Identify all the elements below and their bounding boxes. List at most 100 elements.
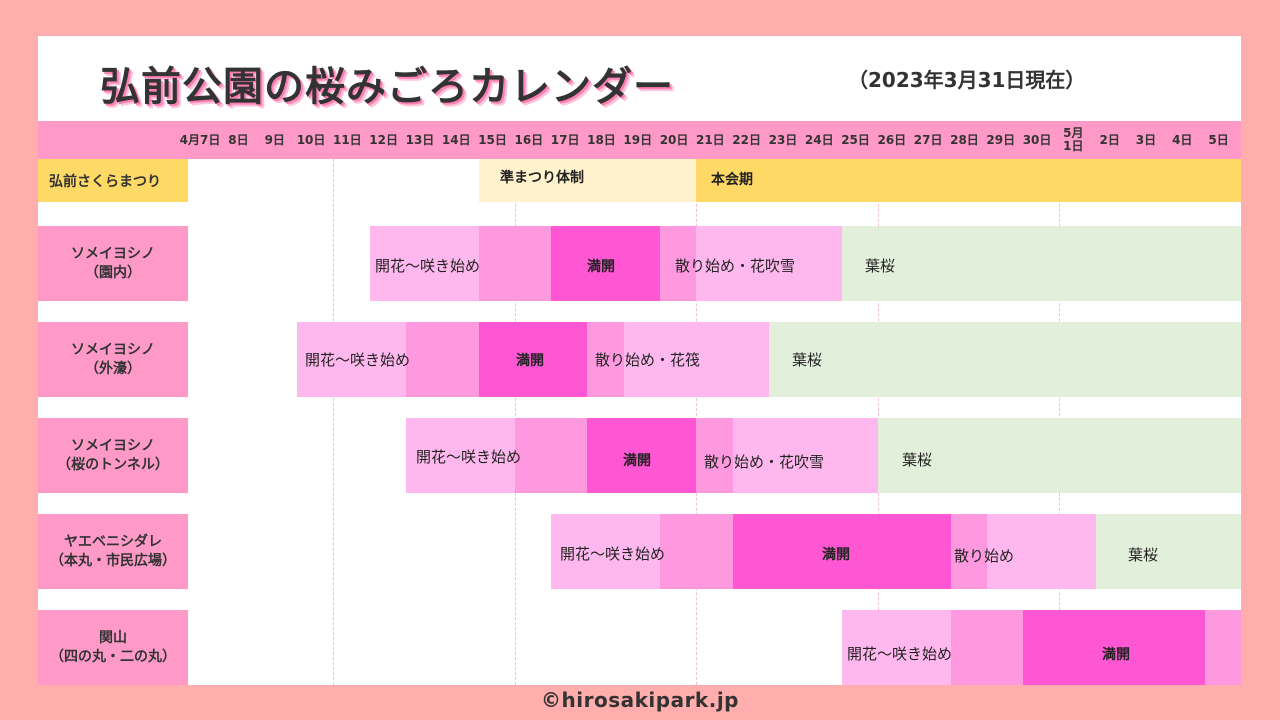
fall-label: 散り始め・花吹雪 <box>675 257 796 275</box>
date-label: 17日 <box>550 132 580 147</box>
row-label-line2: （外濠） <box>85 360 141 377</box>
row-label-line1: 関山 <box>99 629 127 646</box>
fall-start-bar <box>660 226 696 301</box>
date-label: 22日 <box>732 132 761 147</box>
row-label-line2: （園内） <box>85 264 141 281</box>
date-label: 8日 <box>228 132 249 147</box>
bloom-bar <box>551 514 660 589</box>
bloom-label: 開花～咲き始め <box>305 351 411 369</box>
row-label-line2: （本丸・市民広場） <box>50 552 176 569</box>
date-label: 12日 <box>369 132 398 147</box>
full-bloom-label: 満開 <box>587 259 615 275</box>
leaf-bar <box>842 226 1241 301</box>
bloom-bar <box>406 418 515 493</box>
date-label: 19日 <box>623 132 653 147</box>
fall-start-bar <box>951 514 987 589</box>
full-bloom-bar <box>733 514 951 589</box>
leaf-bar <box>878 418 1241 493</box>
leaf-bar <box>1096 514 1241 589</box>
festival-main-label: 本会期 <box>711 172 753 188</box>
leaf-bar <box>769 322 1241 397</box>
row-label-line2: （桜のトンネル） <box>57 456 169 473</box>
date-label: 9日 <box>264 132 285 147</box>
fall-start-bar <box>587 322 624 397</box>
festival-label: 弘前さくらまつり <box>38 159 188 202</box>
date-label: 10日 <box>296 132 326 147</box>
full-bloom-label: 満開 <box>822 547 850 563</box>
bloom-bar <box>370 226 479 301</box>
row-label-someiyoshino-moat: ソメイヨシノ （外濠） <box>38 322 188 397</box>
bloom-label: 開花～咲き始め <box>416 448 522 466</box>
date-label: 20日 <box>659 132 689 147</box>
date-label: 3日 <box>1135 132 1157 147</box>
date-label: 28日 <box>950 132 979 147</box>
bloom-label: 開花～咲き始め <box>560 545 666 563</box>
bloom-label: 開花～咲き始め <box>847 645 953 663</box>
row-label-line1: ソメイヨシノ <box>71 245 155 262</box>
leaf-label: 葉桜 <box>792 351 823 369</box>
fall-label: 散り始め <box>954 547 1015 565</box>
date-label: 29日 <box>986 132 1016 147</box>
fall-bar <box>987 514 1096 589</box>
full-bloom-bar <box>479 322 587 397</box>
date-label: 23日 <box>768 132 798 147</box>
bloom-bar <box>297 322 406 397</box>
date-label: 2日 <box>1099 132 1120 147</box>
date-label: 30日 <box>1022 132 1052 147</box>
date-label: 27日 <box>913 132 943 147</box>
date-label: 26日 <box>877 132 907 147</box>
fall-start-bar <box>1205 610 1241 685</box>
date-label: 21日 <box>695 132 725 147</box>
date-label: 4月7日 <box>179 132 221 147</box>
date-header-row <box>38 121 1241 159</box>
week-gridline <box>333 159 334 685</box>
row-label-someiyoshino-park: ソメイヨシノ （園内） <box>38 226 188 301</box>
row-label-line1: ソメイヨシノ <box>71 437 155 454</box>
bloom-bar <box>842 610 951 685</box>
leaf-label: 葉桜 <box>902 451 933 469</box>
date-label: 5日 <box>1208 132 1229 147</box>
date-label: 13日 <box>405 132 435 147</box>
copyright-footer: ©hirosakipark.jp <box>541 688 739 712</box>
bloom-peak-bar <box>515 418 587 493</box>
bloom-peak-bar <box>479 226 551 301</box>
bloom-peak-bar <box>660 514 733 589</box>
date-note: （2023年3月31日現在） <box>848 68 1086 92</box>
row-label-line1: ソメイヨシノ <box>71 341 155 358</box>
leaf-label: 葉桜 <box>1128 546 1159 564</box>
full-bloom-bar <box>1023 610 1205 685</box>
row-label-someiyoshino-tunnel: ソメイヨシノ （桜のトンネル） <box>38 418 188 493</box>
festival-pre-period <box>479 159 696 202</box>
bloom-peak-bar <box>406 322 479 397</box>
row-label-line1: ヤエベニシダレ <box>64 533 162 550</box>
fall-start-bar <box>696 418 733 493</box>
full-bloom-label: 満開 <box>623 453 651 469</box>
fall-bar <box>624 322 769 397</box>
fall-bar <box>733 418 878 493</box>
fall-label: 散り始め・花吹雪 <box>704 453 825 471</box>
fall-bar <box>696 226 842 301</box>
row-label-yaebenishidare: ヤエベニシダレ （本丸・市民広場） <box>38 514 188 589</box>
date-label: 25日 <box>841 132 870 147</box>
row-label-line2: （四の丸・二の丸） <box>50 648 176 665</box>
date-label: 11日 <box>332 132 362 147</box>
date-label: 15日 <box>478 132 507 147</box>
festival-main-period <box>696 159 1241 202</box>
date-label: 4日 <box>1172 132 1193 147</box>
leaf-label: 葉桜 <box>865 257 896 275</box>
date-label: 5月 1日 <box>1063 126 1084 153</box>
date-label: 24日 <box>804 132 834 147</box>
fall-label: 散り始め・花筏 <box>595 351 701 369</box>
full-bloom-bar <box>551 226 660 301</box>
full-bloom-bar <box>587 418 696 493</box>
title-bar <box>38 36 1241 121</box>
festival-pre-label: 準まつり体制 <box>500 170 584 186</box>
date-label: 16日 <box>514 132 544 147</box>
bloom-peak-bar <box>951 610 1023 685</box>
page-title: 弘前公園の桜みごろカレンダー <box>100 64 674 110</box>
bloom-label: 開花～咲き始め <box>375 257 481 275</box>
full-bloom-label: 満開 <box>1102 647 1130 663</box>
row-label-kanzan: 関山 （四の丸・二の丸） <box>38 610 188 685</box>
date-label: 18日 <box>587 132 616 147</box>
date-label: 14日 <box>441 132 471 147</box>
